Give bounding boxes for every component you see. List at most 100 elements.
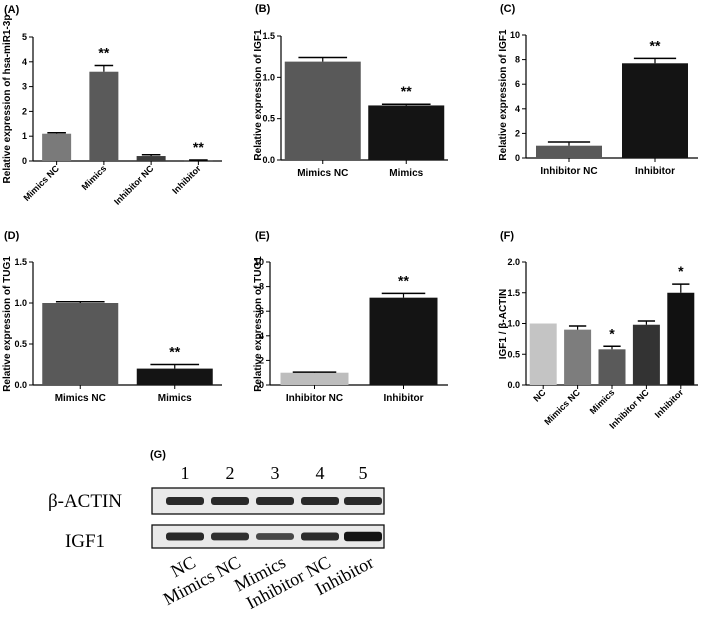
bar	[136, 156, 166, 161]
y-tick-label: 4	[259, 331, 264, 341]
significance-marker: **	[401, 83, 412, 99]
significance-marker: **	[650, 37, 661, 53]
panel-label: (D)	[4, 230, 20, 242]
y-axis-label: IGF1 / β-ACTIN	[498, 289, 509, 360]
y-tick-label: 2	[22, 106, 27, 116]
bar	[529, 323, 557, 385]
blot-band	[166, 532, 204, 541]
lane-number: 2	[226, 463, 235, 483]
blot-band	[256, 533, 294, 540]
y-tick-label: 0.0	[507, 380, 520, 390]
lane-number: 4	[316, 463, 325, 483]
bar	[564, 329, 592, 385]
bar	[369, 297, 438, 385]
lane-number: 3	[271, 463, 280, 483]
y-tick-label: 0.0	[262, 155, 275, 165]
y-axis-label: Relative expression of IGF1	[253, 29, 264, 161]
significance-marker: **	[98, 45, 109, 61]
y-tick-label: 2	[259, 355, 264, 365]
y-axis-label: Relative expression of IGF1	[498, 29, 509, 161]
bar	[598, 349, 626, 385]
y-tick-label: 3	[22, 82, 27, 92]
blot-band	[166, 497, 204, 505]
bar	[632, 324, 660, 385]
significance-marker: **	[398, 272, 409, 288]
blot-row-label: β-ACTIN	[48, 491, 122, 512]
significance-marker: **	[193, 139, 204, 155]
blot-band	[344, 497, 382, 505]
significance-marker: *	[678, 263, 684, 279]
y-tick-label: 1	[22, 131, 27, 141]
y-tick-label: 2	[515, 128, 520, 138]
chart-panel-a: (A)Relative expression of hsa-miR1-3p 0 1 2…	[2, 4, 222, 207]
x-tick-label: Inhibitor NC	[540, 166, 597, 177]
y-tick-label: 0	[515, 153, 520, 163]
x-tick-label: Mimics NC	[542, 387, 582, 427]
y-tick-label: 0.5	[262, 114, 275, 124]
x-tick-label: Mimics NC	[297, 168, 348, 179]
blot-band	[211, 497, 249, 505]
bar	[42, 133, 72, 161]
y-tick-label: 0.5	[507, 349, 520, 359]
bar	[622, 63, 688, 158]
blot-row-label: IGF1	[65, 531, 105, 552]
x-tick-label: Inhibitor	[170, 163, 203, 196]
y-tick-label: 1.0	[14, 298, 27, 308]
significance-marker: **	[169, 344, 180, 360]
x-tick-label: Mimics	[158, 393, 192, 404]
panel-label: (B)	[255, 3, 271, 15]
y-tick-label: 4	[22, 57, 27, 67]
x-tick-label: Inhibitor NC	[286, 393, 343, 404]
y-tick-label: 10	[254, 257, 264, 267]
blot-band	[301, 532, 339, 541]
x-tick-label: NC	[531, 387, 548, 404]
blot-band	[301, 497, 339, 505]
lane-number: 5	[359, 463, 368, 483]
chart-panel-d: (D) Relative expression of TUG1 0.0 0.5 1.0 1…	[2, 230, 222, 404]
y-tick-label: 6	[259, 306, 264, 316]
y-tick-label: 1.0	[262, 72, 275, 82]
x-tick-label: Mimics	[389, 168, 423, 179]
blot-band	[211, 532, 249, 541]
y-tick-label: 0	[22, 156, 27, 166]
lane-number: 1	[181, 463, 190, 483]
bar	[183, 160, 213, 162]
blot-band	[256, 497, 294, 505]
x-tick-label: Inhibitor	[384, 393, 424, 404]
y-tick-label: 0.0	[14, 380, 27, 390]
y-tick-label: 2.0	[507, 257, 520, 267]
y-tick-label: 1.5	[262, 31, 275, 41]
bar	[89, 71, 119, 161]
bar	[280, 372, 349, 385]
chart-panel-c: (C) Relative expression of IGF1 0 2 4 6 8 10 Inh…	[498, 3, 698, 177]
significance-marker: *	[609, 325, 615, 341]
x-tick-label: Mimics	[80, 163, 109, 192]
bar	[536, 145, 602, 158]
chart-panel-f: (F)IGF1 / β-ACTIN0.00.51.01.52.0NCMimics…	[498, 230, 698, 431]
bar	[667, 292, 695, 385]
y-tick-label: 0	[259, 380, 264, 390]
y-tick-label: 10	[510, 30, 520, 40]
panel-label: (G)	[150, 449, 166, 461]
y-axis-label: Relative expression of TUG1	[253, 256, 264, 392]
y-tick-label: 5	[22, 32, 27, 42]
bar	[42, 303, 119, 385]
y-tick-label: 6	[515, 79, 520, 89]
y-axis-label: Relative expression of TUG1	[2, 256, 13, 392]
x-tick-label: Inhibitor	[635, 166, 675, 177]
bar	[284, 61, 361, 161]
y-axis-label: Relative expression of hsa-miR1-3p	[2, 15, 13, 184]
y-tick-label: 8	[515, 55, 520, 65]
panel-label: (C)	[500, 3, 516, 15]
x-tick-label: Inhibitor NC	[112, 163, 156, 207]
panel-label: (F)	[500, 230, 514, 242]
y-tick-label: 1.0	[507, 319, 520, 329]
y-tick-label: 1.5	[14, 257, 27, 267]
panel-label: (A)	[4, 4, 20, 16]
y-tick-label: 1.5	[507, 288, 520, 298]
x-tick-label: Mimics	[588, 387, 617, 416]
